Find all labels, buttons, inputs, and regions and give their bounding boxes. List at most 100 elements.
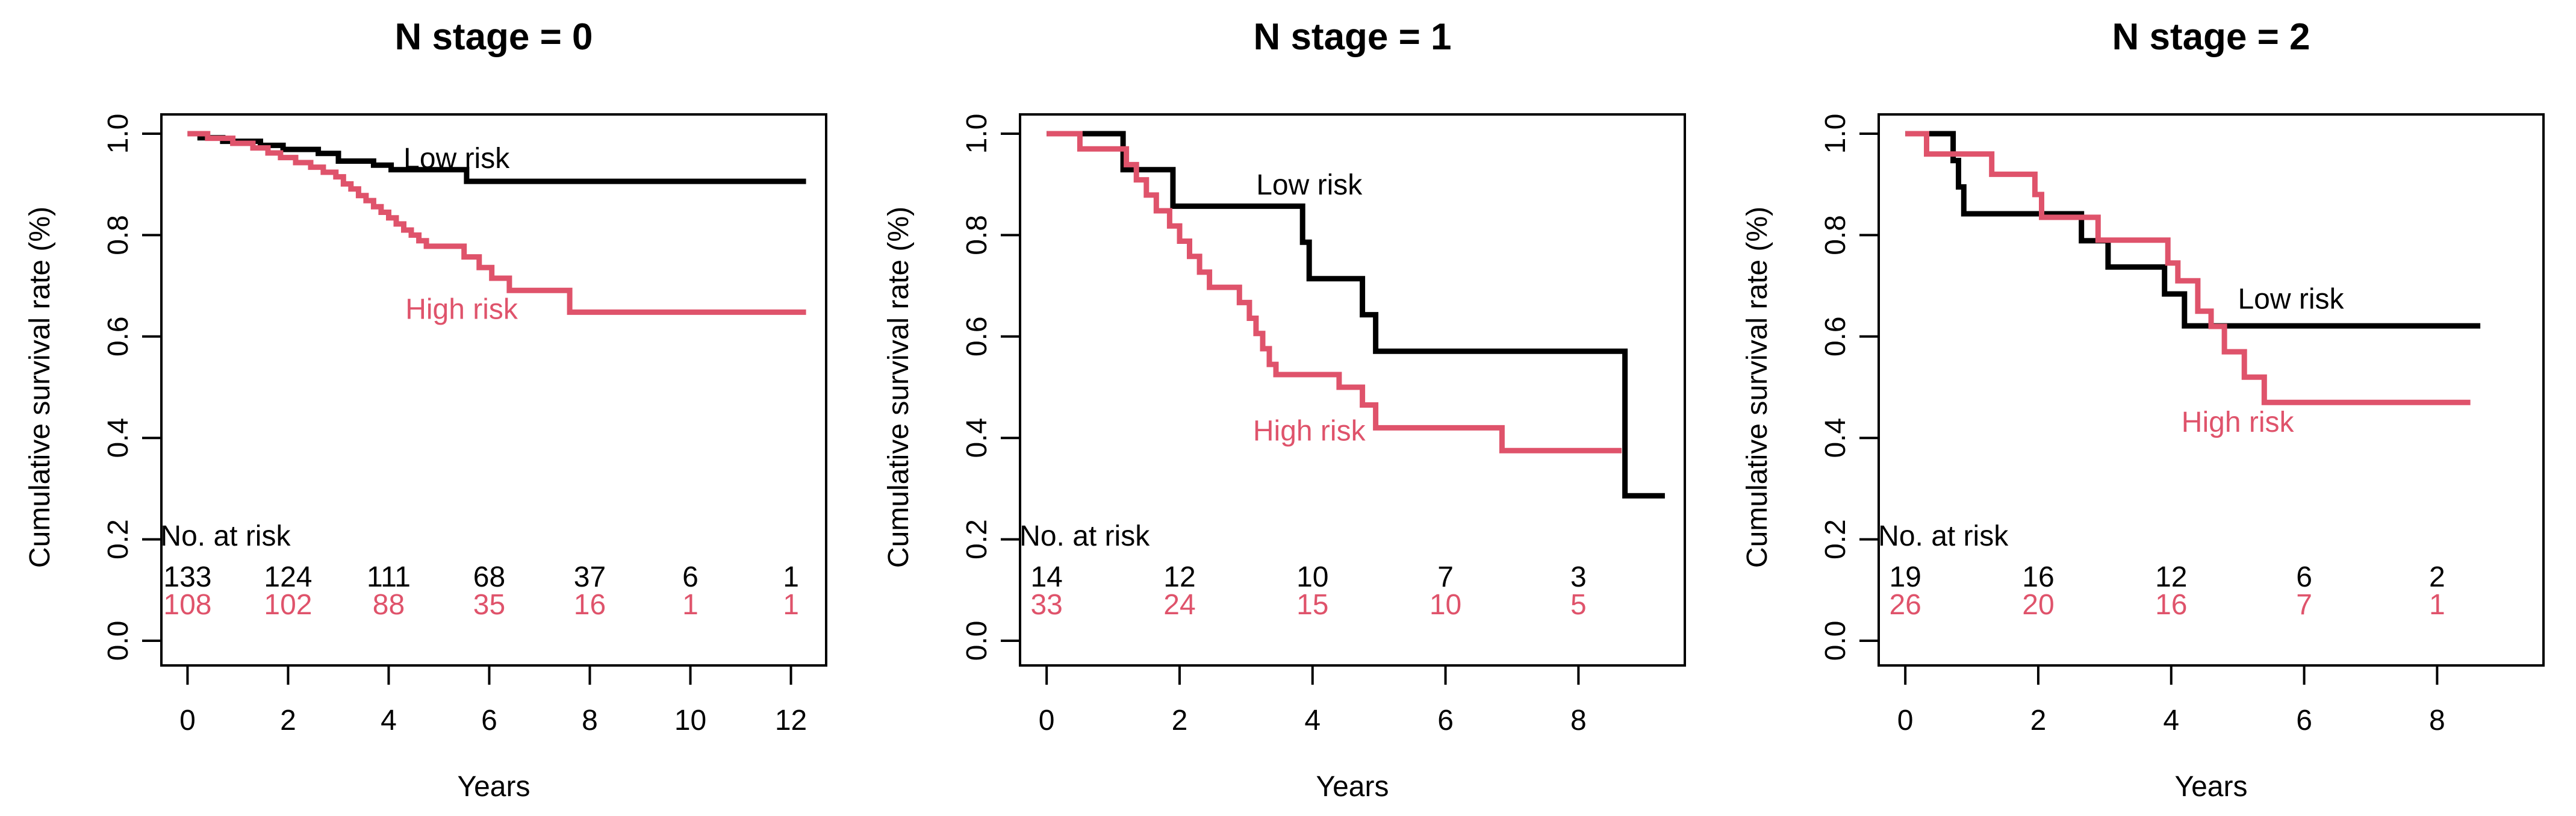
y-axis-title: Cumulative survival rate (%) xyxy=(1741,207,1773,568)
x-axis-tick-label: 2 xyxy=(2030,705,2047,737)
at-risk-count-high-risk: 1 xyxy=(682,589,698,621)
km-plot-n-stage-2: N stage = 2 0 2 4 6 8 Years 0.0 0.2 0.4 0.6 0.8 1.0 C… xyxy=(1741,16,2545,803)
at-risk-count-high-risk: 5 xyxy=(1570,589,1587,621)
y-axis-tick-label: 0.6 xyxy=(102,316,134,357)
y-axis-title: Cumulative survival rate (%) xyxy=(24,207,56,568)
at-risk-count-high-risk: 7 xyxy=(2296,589,2312,621)
at-risk-count-high-risk: 33 xyxy=(1030,589,1062,621)
x-axis-tick-label: 6 xyxy=(1437,705,1454,737)
y-axis-tick-label: 0.4 xyxy=(1820,418,1852,458)
at-risk-count-high-risk: 102 xyxy=(264,589,312,621)
low-risk-label: Low risk xyxy=(403,143,510,175)
y-axis-tick-label: 0.4 xyxy=(102,418,134,458)
x-axis-tick-label: 4 xyxy=(2163,705,2179,737)
at-risk-count-low-risk: 2 xyxy=(2429,561,2445,593)
x-axis-tick-label: 4 xyxy=(381,705,397,737)
y-axis-tick-label: 0.4 xyxy=(961,418,993,458)
high-risk-label: High risk xyxy=(405,293,518,325)
x-axis-tick-label: 0 xyxy=(179,705,196,737)
at-risk-count-low-risk: 6 xyxy=(682,561,698,593)
x-axis-tick-label: 0 xyxy=(1039,705,1055,737)
at-risk-count-high-risk: 16 xyxy=(2155,589,2187,621)
km-plot-n-stage-0: N stage = 00 2 4 6 8 10 12Years0.00.20.40.60.8… xyxy=(24,16,827,803)
plot-border xyxy=(160,113,827,667)
at-risk-count-low-risk: 37 xyxy=(574,561,606,593)
y-axis-tick-label: 0.2 xyxy=(1820,519,1852,559)
x-axis-tick-label: 2 xyxy=(280,705,296,737)
at-risk-count-high-risk: 10 xyxy=(1430,589,1461,621)
x-axis-tick-label: 2 xyxy=(1172,705,1188,737)
x-axis-tick-label: 12 xyxy=(775,705,807,737)
at-risk-header: No. at risk xyxy=(1019,520,1150,552)
at-risk-count-low-risk: 1 xyxy=(783,561,799,593)
x-axis-tick-label: 6 xyxy=(481,705,497,737)
x-axis-tick-label: 8 xyxy=(2429,705,2445,737)
y-axis-tick-label: 0.2 xyxy=(961,519,993,559)
y-axis-tick-label: 0.8 xyxy=(961,215,993,255)
at-risk-count-high-risk: 20 xyxy=(2022,589,2054,621)
high-risk-curve xyxy=(187,131,806,315)
x-axis-tick-label: 8 xyxy=(1570,705,1587,737)
x-axis-title: Years xyxy=(2175,771,2248,803)
at-risk-count-low-risk: 12 xyxy=(1163,561,1195,593)
low-risk-curve xyxy=(1047,131,1665,499)
plot-border xyxy=(1878,113,2545,667)
high-risk-curve xyxy=(1905,131,2471,405)
y-axis-title: Cumulative survival rate (%) xyxy=(883,207,915,568)
x-axis-tick-label: 10 xyxy=(674,705,706,737)
panel-title: N stage = 1 xyxy=(1253,16,1451,58)
x-axis-tick-label: 8 xyxy=(582,705,598,737)
y-axis-tick-label: 0.6 xyxy=(1820,316,1852,357)
y-axis-tick-label: 0.6 xyxy=(961,316,993,357)
high-risk-label: High risk xyxy=(1253,415,1366,447)
at-risk-count-low-risk: 124 xyxy=(264,561,312,593)
at-risk-count-high-risk: 108 xyxy=(163,589,211,621)
at-risk-count-high-risk: 26 xyxy=(1889,589,1921,621)
high-risk-label: High risk xyxy=(2182,406,2295,438)
low-risk-curve xyxy=(1905,131,2481,329)
at-risk-header: No. at risk xyxy=(160,520,291,552)
at-risk-count-low-risk: 19 xyxy=(1889,561,1921,593)
at-risk-count-high-risk: 24 xyxy=(1163,589,1195,621)
y-axis-tick-label: 0.0 xyxy=(961,621,993,661)
km-panel-n1: N stage = 1 0 2 4 6 8 Years 0.0 0.2 0.4 0.6 0.8 1.0 C… xyxy=(859,0,1717,816)
km-plot-n-stage-1: N stage = 10 2 4 6 8Years0.00.20.40.60.81.0C… xyxy=(883,16,1686,803)
at-risk-count-low-risk: 68 xyxy=(473,561,505,593)
at-risk-count-low-risk: 3 xyxy=(1570,561,1587,593)
low-risk-label: Low risk xyxy=(2238,283,2344,315)
y-axis-tick-label: 0.0 xyxy=(1820,621,1852,661)
at-risk-count-high-risk: 1 xyxy=(783,589,799,621)
km-panel-n2: N stage = 2 0 2 4 6 8 Years 0.0 0.2 0.4 0.6 0.8 1.0 C… xyxy=(1717,0,2576,816)
at-risk-count-low-risk: 133 xyxy=(163,561,211,593)
x-axis-title: Years xyxy=(1316,771,1389,803)
at-risk-count-high-risk: 35 xyxy=(473,589,505,621)
x-axis-tick-label: 6 xyxy=(2296,705,2312,737)
at-risk-header: No. at risk xyxy=(1878,520,2009,552)
at-risk-count-high-risk: 1 xyxy=(2429,589,2445,621)
y-axis-tick-label: 0.8 xyxy=(102,215,134,255)
panel-title: N stage = 2 xyxy=(2112,16,2310,58)
at-risk-count-high-risk: 16 xyxy=(574,589,606,621)
at-risk-count-low-risk: 6 xyxy=(2296,561,2312,593)
x-axis-title: Years xyxy=(458,771,530,803)
plot-border xyxy=(1019,113,1686,667)
at-risk-count-high-risk: 15 xyxy=(1296,589,1328,621)
high-risk-curve xyxy=(1047,131,1622,453)
at-risk-count-high-risk: 88 xyxy=(373,589,405,621)
y-axis-tick-label: 1.0 xyxy=(102,114,134,154)
at-risk-count-low-risk: 7 xyxy=(1437,561,1454,593)
km-panel-n0: N stage = 0 0 2 4 6 8 10 12 Years 0.0 0.2 0.4 0.6 0.8… xyxy=(0,0,859,816)
x-axis-tick-label: 4 xyxy=(1304,705,1321,737)
at-risk-count-low-risk: 10 xyxy=(1296,561,1328,593)
at-risk-count-low-risk: 12 xyxy=(2155,561,2187,593)
y-axis-tick-label: 0.8 xyxy=(1820,215,1852,255)
at-risk-count-low-risk: 16 xyxy=(2022,561,2054,593)
at-risk-count-low-risk: 111 xyxy=(367,561,411,593)
y-axis-tick-label: 1.0 xyxy=(961,114,993,154)
x-axis-tick-label: 0 xyxy=(1897,705,1914,737)
y-axis-tick-label: 0.2 xyxy=(102,519,134,559)
y-axis-tick-label: 1.0 xyxy=(1820,114,1852,154)
at-risk-count-low-risk: 14 xyxy=(1030,561,1062,593)
y-axis-tick-label: 0.0 xyxy=(102,621,134,661)
